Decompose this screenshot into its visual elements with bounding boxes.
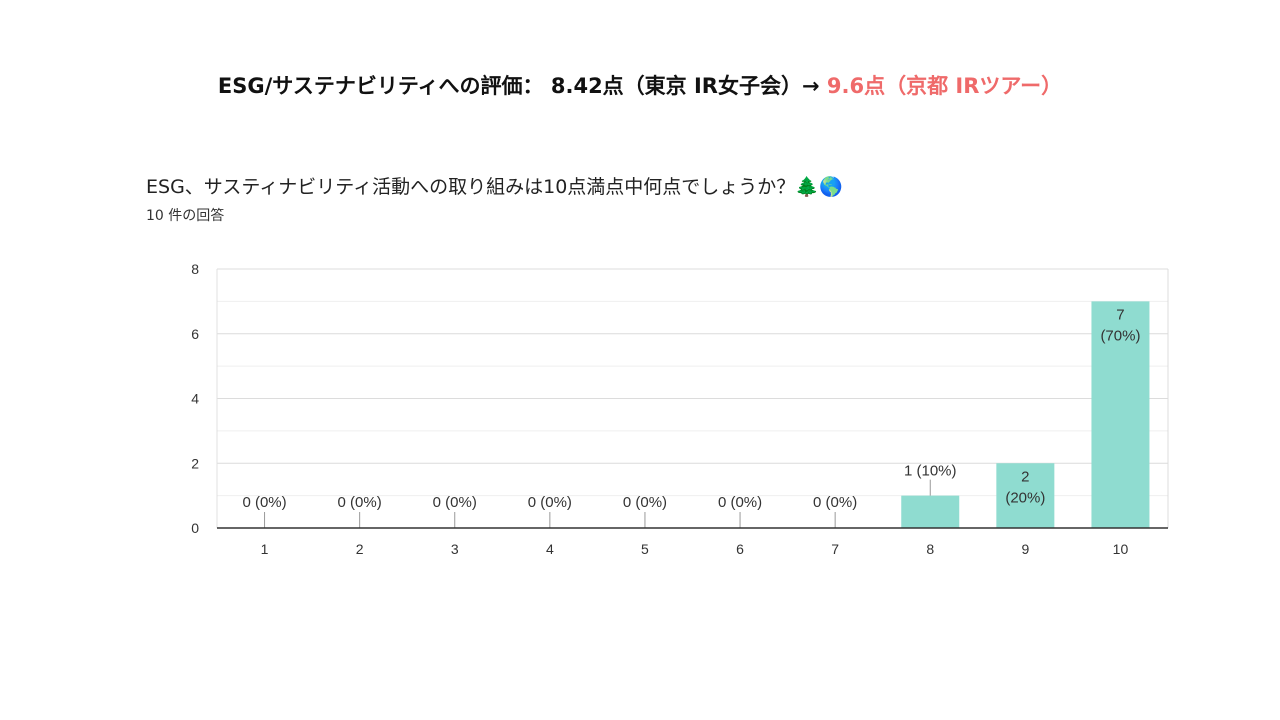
x-tick-label: 10 [1113,541,1129,557]
data-label: 0 (0%) [338,494,382,511]
data-label: 1 (10%) [904,463,957,480]
x-tick-label: 5 [641,541,649,557]
response-count: 10 件の回答 [146,208,225,224]
question-title: ESG、サスティナビリティ活動への取り組みは10点満点中何点でしょうか？🌲🌎 [146,176,843,198]
data-label: 2 [1021,468,1029,485]
data-label: (20%) [1005,489,1045,506]
x-tick-label: 3 [451,541,459,557]
data-label: 0 (0%) [433,494,477,511]
data-label: 0 (0%) [242,494,286,511]
x-tick-label: 7 [831,541,839,557]
headline-prefix: ESG/サステナビリティへの評価： 8.42点（東京 IR女子会）→ [217,74,827,98]
y-tick-label: 8 [191,261,199,277]
data-label: 0 (0%) [718,494,762,511]
data-label: 7 [1116,306,1124,323]
headline: ESG/サステナビリティへの評価： 8.42点（東京 IR女子会）→ 9.6点（… [0,70,1280,100]
y-tick-label: 0 [191,520,199,536]
x-tick-label: 2 [356,541,364,557]
headline-highlight: 9.6点（京都 IRツアー） [826,74,1063,98]
data-label: (70%) [1100,327,1140,344]
data-label: 0 (0%) [623,494,667,511]
bar [901,495,960,528]
data-label: 0 (0%) [813,494,857,511]
x-tick-label: 8 [926,541,934,557]
x-tick-label: 4 [546,541,554,557]
y-tick-label: 6 [191,326,199,342]
x-tick-label: 1 [261,541,269,557]
y-tick-label: 2 [191,455,199,471]
bar [996,463,1055,528]
x-tick-label: 9 [1021,541,1029,557]
data-label: 0 (0%) [528,494,572,511]
x-tick-label: 6 [736,541,744,557]
y-tick-label: 4 [191,391,199,407]
bar [1091,301,1150,528]
